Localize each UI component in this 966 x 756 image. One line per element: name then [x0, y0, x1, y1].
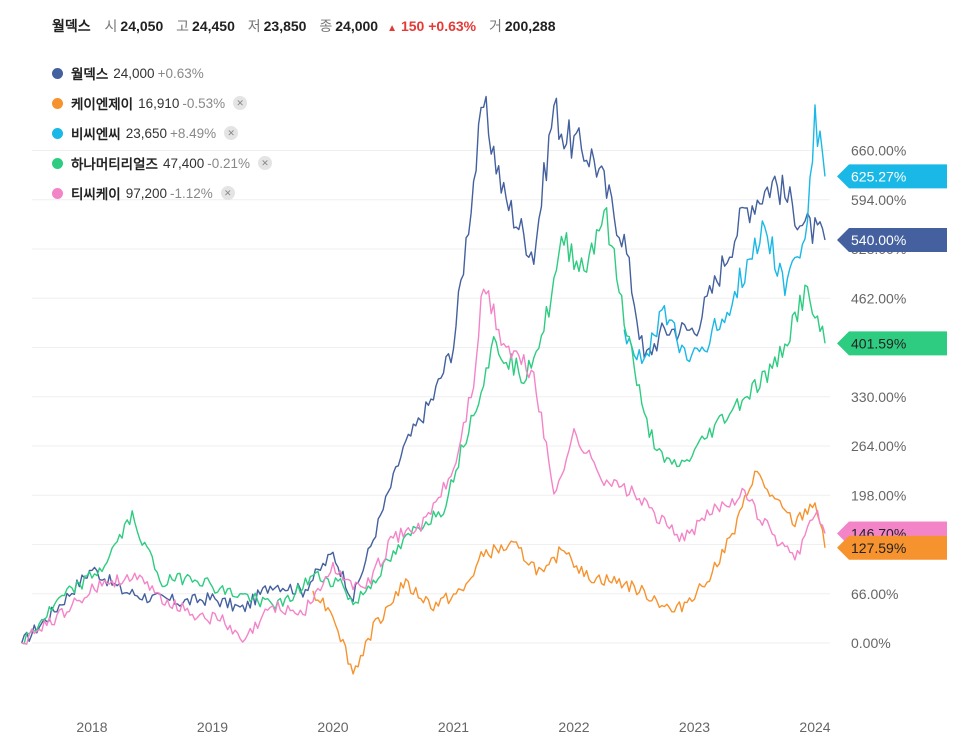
series-line: [21, 288, 826, 645]
legend-color-dot: [52, 127, 63, 139]
end-value-label: 401.59%: [851, 335, 906, 351]
legend-item: 하나머티리얼즈 47,400 -0.21% ✕: [52, 148, 273, 178]
y-tick-label: 264.00%: [851, 438, 906, 454]
series-line: [21, 207, 826, 645]
end-value-tag: [837, 331, 947, 356]
legend-price: 47,400: [162, 155, 205, 171]
volume-value: 200,288: [504, 18, 556, 34]
stock-name: 월덱스: [52, 18, 91, 34]
y-tick-label: 330.00%: [851, 389, 906, 405]
legend-price: 23,650: [125, 125, 167, 141]
legend-item: 티씨케이 97,200 -1.12% ✕: [52, 178, 272, 208]
x-tick-label: 2022: [558, 719, 589, 735]
legend-item: 비씨엔씨 23,650 +8.49% ✕: [52, 118, 272, 148]
legend-color-dot: [52, 97, 63, 109]
legend-change: +8.49%: [169, 125, 217, 141]
end-value-label: 540.00%: [851, 232, 906, 248]
series-line: [623, 104, 826, 365]
up-arrow-icon: ▲: [387, 23, 397, 34]
x-tick-label: 2018: [76, 719, 107, 735]
legend-change: +0.63%: [157, 65, 204, 81]
remove-series-close-icon[interactable]: ✕: [233, 96, 248, 110]
x-tick-label: 2020: [317, 719, 348, 735]
close-value: 24,000: [335, 18, 379, 34]
legend-change: -1.12%: [169, 185, 213, 201]
legend-name: 하나머티리얼즈: [71, 157, 158, 172]
y-tick-label: 66.00%: [851, 586, 898, 602]
y-tick-label: 0.00%: [851, 635, 891, 651]
legend-price: 16,910: [138, 95, 180, 111]
end-value-label: 127.59%: [851, 540, 906, 556]
y-tick-label: 198.00%: [851, 487, 906, 503]
change-pct: +0.63%: [428, 18, 477, 34]
legend-name: 비씨엔씨: [71, 127, 121, 142]
open-label: 시: [104, 18, 118, 34]
low-value: 23,850: [263, 18, 307, 34]
chart-legend: 월덱스 24,000 +0.63% 케이엔제이 16,910 -0.53% ✕ …: [52, 58, 273, 208]
x-tick-label: 2024: [799, 719, 830, 735]
high-value: 24,450: [192, 18, 235, 34]
legend-change: -0.21%: [207, 155, 251, 171]
end-value-label: 625.27%: [851, 168, 906, 184]
legend-item: 월덱스 24,000 +0.63%: [52, 58, 272, 88]
legend-color-dot: [52, 157, 63, 169]
y-tick-label: 594.00%: [851, 192, 906, 208]
low-label: 저: [247, 18, 261, 34]
change-value: 150: [400, 18, 425, 34]
high-label: 고: [176, 18, 190, 34]
end-value-tag: [837, 535, 947, 560]
end-value-tag: [837, 228, 947, 253]
series-line: [21, 95, 826, 644]
series-line: [312, 470, 826, 675]
legend-price: 97,200: [125, 185, 167, 201]
legend-name: 케이엔제이: [71, 97, 134, 112]
price-header: 월덱스 시 24,050 고 24,450 저 23,850 종 24,000 ▲ 150 …: [52, 16, 565, 36]
end-value-tag: [837, 164, 947, 189]
legend-name: 티씨케이: [71, 187, 121, 202]
remove-series-close-icon[interactable]: ✕: [220, 186, 235, 200]
close-label: 종: [319, 18, 333, 34]
open-value: 24,050: [120, 18, 164, 34]
x-tick-label: 2021: [438, 719, 469, 735]
y-tick-label: 462.00%: [851, 290, 906, 306]
legend-item: 케이엔제이 16,910 -0.53% ✕: [52, 88, 272, 118]
x-tick-label: 2023: [679, 719, 710, 735]
x-tick-label: 2019: [197, 719, 228, 735]
remove-series-close-icon[interactable]: ✕: [258, 156, 273, 170]
y-tick-label: 660.00%: [851, 143, 906, 159]
legend-color-dot: [52, 67, 63, 79]
remove-series-close-icon[interactable]: ✕: [224, 126, 239, 140]
legend-change: -0.53%: [182, 95, 226, 111]
legend-name: 월덱스: [71, 67, 109, 82]
legend-price: 24,000: [113, 65, 155, 81]
legend-color-dot: [52, 187, 63, 199]
volume-label: 거: [489, 18, 502, 34]
